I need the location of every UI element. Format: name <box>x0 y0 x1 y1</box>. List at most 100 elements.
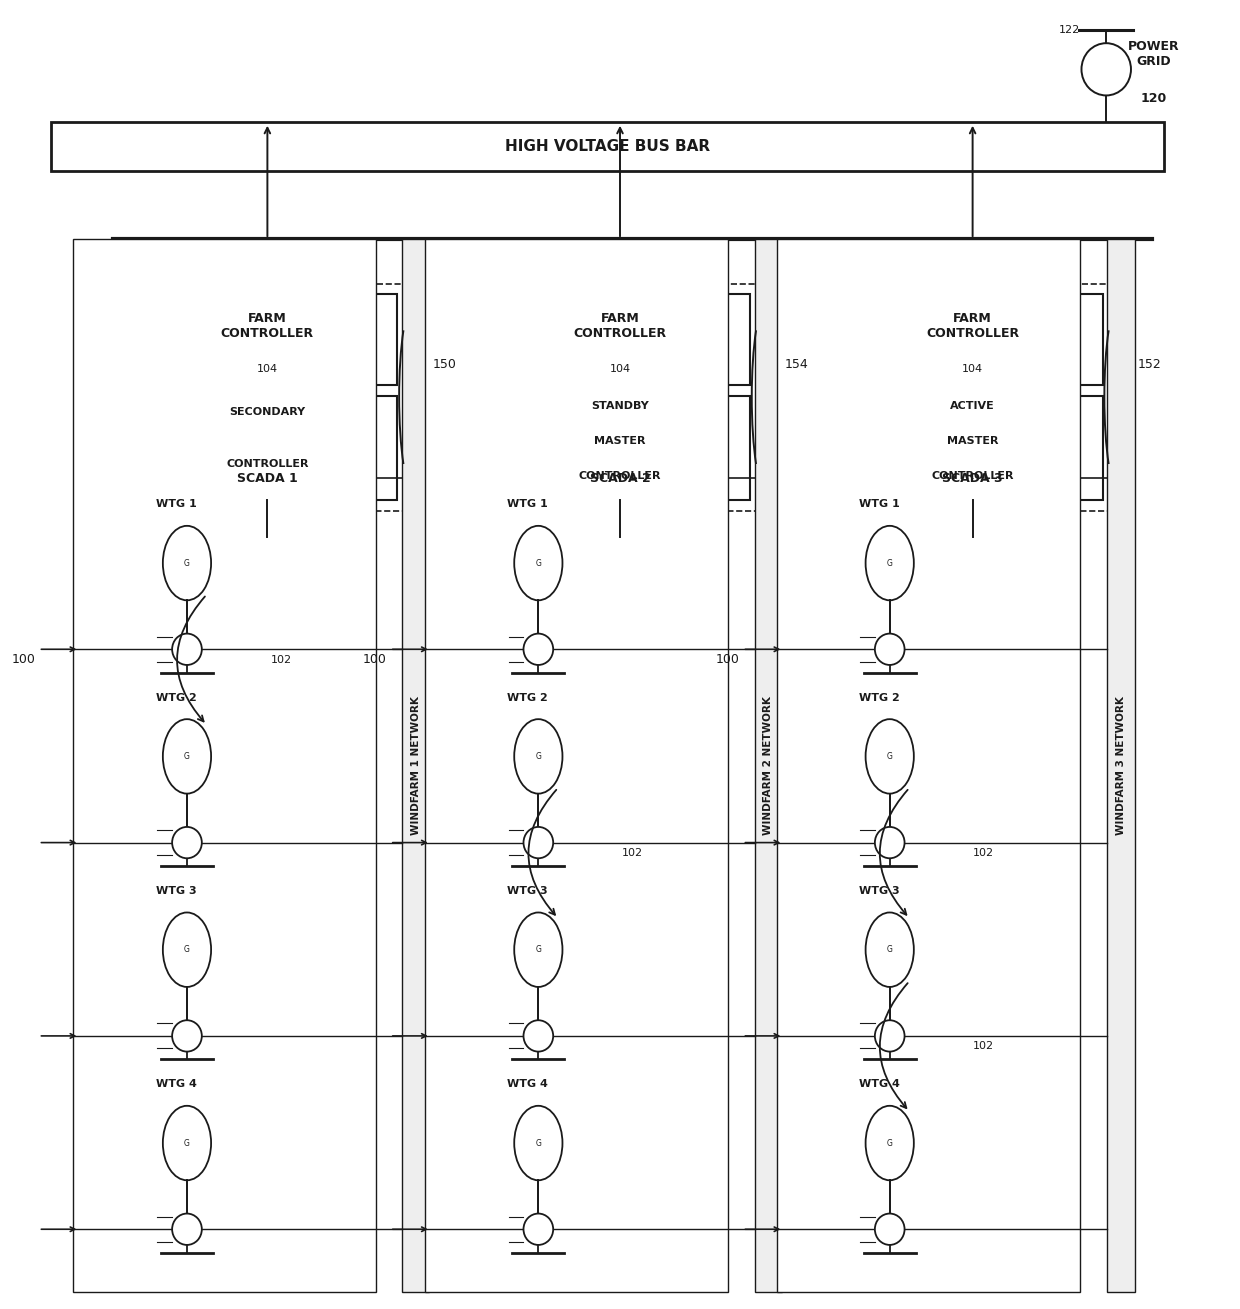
Text: ACTIVE: ACTIVE <box>950 402 994 411</box>
Ellipse shape <box>866 912 914 987</box>
Text: G: G <box>536 751 542 761</box>
Text: 102: 102 <box>973 1042 994 1051</box>
Text: CONTROLLER: CONTROLLER <box>226 458 309 469</box>
Bar <box>843 295 1102 385</box>
Bar <box>138 295 397 385</box>
Bar <box>73 240 376 1292</box>
Text: SECONDARY: SECONDARY <box>229 407 305 416</box>
Bar <box>490 295 750 385</box>
Text: G: G <box>887 559 893 568</box>
Text: 102: 102 <box>270 654 291 665</box>
Bar <box>187 456 347 500</box>
Circle shape <box>875 1213 904 1245</box>
Text: SCADA 1: SCADA 1 <box>237 471 298 484</box>
Ellipse shape <box>866 526 914 601</box>
Text: WTG 3: WTG 3 <box>156 886 197 895</box>
Circle shape <box>172 827 202 859</box>
Text: HIGH VOLTAGE BUS BAR: HIGH VOLTAGE BUS BAR <box>505 139 711 154</box>
Text: WTG 1: WTG 1 <box>156 499 197 509</box>
Text: MASTER: MASTER <box>947 436 998 446</box>
Bar <box>480 284 760 511</box>
Circle shape <box>875 827 904 859</box>
Circle shape <box>875 634 904 665</box>
Text: WTG 2: WTG 2 <box>156 692 197 703</box>
Text: 104: 104 <box>609 364 631 374</box>
Text: CONTROLLER: CONTROLLER <box>931 471 1014 480</box>
Text: G: G <box>184 559 190 568</box>
Text: 104: 104 <box>257 364 278 374</box>
Text: G: G <box>184 751 190 761</box>
Bar <box>402 240 429 1292</box>
Text: WTG 1: WTG 1 <box>859 499 899 509</box>
Text: SCADA 3: SCADA 3 <box>942 471 1003 484</box>
Ellipse shape <box>515 912 563 987</box>
Text: G: G <box>536 1139 542 1148</box>
Ellipse shape <box>162 1106 211 1181</box>
Text: MASTER: MASTER <box>594 436 646 446</box>
Circle shape <box>172 634 202 665</box>
Text: SCADA 2: SCADA 2 <box>590 471 650 484</box>
Text: G: G <box>184 1139 190 1148</box>
Bar <box>755 240 782 1292</box>
Text: WTG 3: WTG 3 <box>859 886 899 895</box>
Text: 154: 154 <box>785 359 808 370</box>
Text: POWER
GRID: POWER GRID <box>1127 39 1179 68</box>
Ellipse shape <box>162 912 211 987</box>
Circle shape <box>172 1213 202 1245</box>
Text: WTG 2: WTG 2 <box>507 692 548 703</box>
Text: 100: 100 <box>715 653 739 666</box>
Circle shape <box>1081 43 1131 96</box>
Ellipse shape <box>515 526 563 601</box>
Text: G: G <box>887 945 893 954</box>
Text: WTG 2: WTG 2 <box>859 692 899 703</box>
Text: 120: 120 <box>1140 92 1167 105</box>
Text: WTG 4: WTG 4 <box>859 1079 900 1089</box>
Text: WINDFARM 2 NETWORK: WINDFARM 2 NETWORK <box>764 696 774 835</box>
Text: WTG 3: WTG 3 <box>507 886 548 895</box>
Bar <box>833 284 1112 511</box>
Text: STANDBY: STANDBY <box>591 402 649 411</box>
Ellipse shape <box>866 719 914 793</box>
Text: G: G <box>184 945 190 954</box>
Text: 100: 100 <box>11 653 36 666</box>
Circle shape <box>523 1020 553 1051</box>
Bar <box>424 240 728 1292</box>
Circle shape <box>172 1020 202 1051</box>
Text: G: G <box>536 559 542 568</box>
Text: 152: 152 <box>1137 359 1162 370</box>
Text: 102: 102 <box>621 848 642 857</box>
Text: 122: 122 <box>1059 25 1080 35</box>
Bar <box>843 395 1102 500</box>
Circle shape <box>875 1020 904 1051</box>
Bar <box>138 395 397 500</box>
Ellipse shape <box>515 719 563 793</box>
Bar <box>128 284 407 511</box>
Text: G: G <box>536 945 542 954</box>
Bar <box>893 456 1053 500</box>
Text: FARM
CONTROLLER: FARM CONTROLLER <box>926 312 1019 340</box>
Text: WTG 1: WTG 1 <box>507 499 548 509</box>
Text: G: G <box>887 1139 893 1148</box>
Bar <box>490 395 750 500</box>
Bar <box>539 456 701 500</box>
Text: FARM
CONTROLLER: FARM CONTROLLER <box>573 312 667 340</box>
Text: 104: 104 <box>962 364 983 374</box>
Text: FARM
CONTROLLER: FARM CONTROLLER <box>221 312 314 340</box>
Ellipse shape <box>515 1106 563 1181</box>
Text: CONTROLLER: CONTROLLER <box>579 471 661 480</box>
Bar <box>777 240 1080 1292</box>
Ellipse shape <box>162 719 211 793</box>
Circle shape <box>523 634 553 665</box>
Ellipse shape <box>866 1106 914 1181</box>
Text: WTG 4: WTG 4 <box>507 1079 548 1089</box>
Ellipse shape <box>162 526 211 601</box>
Bar <box>51 122 1164 171</box>
Bar <box>1107 240 1135 1292</box>
Text: WINDFARM 3 NETWORK: WINDFARM 3 NETWORK <box>1116 696 1126 835</box>
Text: 100: 100 <box>363 653 387 666</box>
Text: 102: 102 <box>973 848 994 857</box>
Text: G: G <box>887 751 893 761</box>
Circle shape <box>523 1213 553 1245</box>
Text: WTG 4: WTG 4 <box>156 1079 197 1089</box>
Text: WINDFARM 1 NETWORK: WINDFARM 1 NETWORK <box>410 696 420 835</box>
